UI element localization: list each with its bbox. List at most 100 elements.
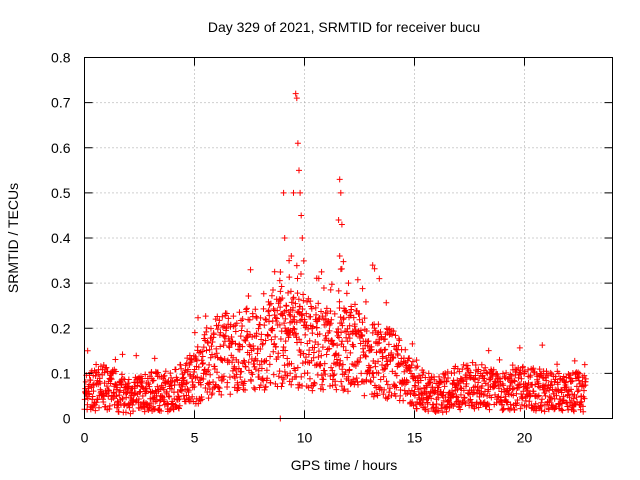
data-point bbox=[149, 377, 156, 384]
data-point bbox=[279, 310, 286, 317]
data-point bbox=[295, 309, 302, 316]
data-point bbox=[327, 320, 334, 327]
data-point bbox=[411, 388, 418, 395]
data-point bbox=[164, 400, 171, 407]
data-point bbox=[288, 360, 295, 367]
data-point bbox=[292, 90, 299, 97]
data-point bbox=[422, 374, 429, 381]
data-point bbox=[89, 393, 96, 400]
data-point bbox=[310, 354, 317, 361]
data-point bbox=[471, 405, 478, 412]
data-point bbox=[245, 359, 252, 366]
y-tick-label: 0.4 bbox=[51, 230, 71, 246]
data-point bbox=[213, 350, 220, 357]
data-point bbox=[534, 393, 541, 400]
data-point bbox=[303, 310, 310, 317]
data-point bbox=[385, 326, 392, 333]
data-point bbox=[400, 397, 407, 404]
data-point bbox=[575, 387, 582, 394]
data-point bbox=[318, 268, 325, 275]
data-point bbox=[272, 314, 279, 321]
data-point bbox=[240, 357, 247, 364]
data-point bbox=[313, 311, 320, 318]
data-point bbox=[112, 381, 119, 388]
data-point bbox=[406, 367, 413, 374]
data-point bbox=[422, 404, 429, 411]
data-point bbox=[286, 274, 293, 281]
data-point bbox=[168, 385, 175, 392]
data-point bbox=[129, 402, 136, 409]
data-point bbox=[297, 271, 304, 278]
data-point bbox=[419, 372, 426, 379]
data-point bbox=[244, 328, 251, 335]
data-point bbox=[247, 266, 254, 273]
data-point bbox=[219, 313, 226, 320]
data-point bbox=[306, 337, 313, 344]
data-point bbox=[425, 408, 432, 415]
data-point bbox=[414, 363, 421, 370]
data-point bbox=[338, 329, 345, 336]
y-tick-label: 0.1 bbox=[51, 365, 71, 381]
data-point bbox=[472, 372, 479, 379]
data-point bbox=[485, 347, 492, 354]
data-point bbox=[112, 356, 119, 363]
data-point bbox=[369, 262, 376, 269]
data-point bbox=[198, 357, 205, 364]
y-tick-label: 0.5 bbox=[51, 185, 71, 201]
data-point bbox=[517, 405, 524, 412]
data-point bbox=[263, 357, 270, 364]
data-point bbox=[545, 372, 552, 379]
data-point bbox=[151, 355, 158, 362]
data-point bbox=[561, 379, 568, 386]
data-point bbox=[191, 366, 198, 373]
data-point bbox=[537, 403, 544, 410]
data-point bbox=[484, 400, 491, 407]
data-point bbox=[281, 320, 288, 327]
data-point bbox=[343, 290, 350, 297]
data-point bbox=[486, 406, 493, 413]
data-point bbox=[153, 397, 160, 404]
data-point bbox=[172, 366, 179, 373]
data-point bbox=[301, 316, 308, 323]
data-point bbox=[119, 351, 126, 358]
data-point bbox=[208, 343, 215, 350]
data-point bbox=[203, 328, 210, 335]
data-point bbox=[382, 336, 389, 343]
data-point bbox=[515, 372, 522, 379]
data-point bbox=[273, 318, 280, 325]
data-point bbox=[532, 400, 539, 407]
data-point bbox=[337, 357, 344, 364]
data-point bbox=[245, 292, 252, 299]
data-point bbox=[503, 369, 510, 376]
data-point bbox=[307, 313, 314, 320]
data-point bbox=[417, 377, 424, 384]
data-point bbox=[580, 408, 587, 415]
data-point bbox=[106, 405, 113, 412]
data-point bbox=[241, 378, 248, 385]
data-point bbox=[423, 384, 430, 391]
data-point bbox=[524, 387, 531, 394]
data-point bbox=[356, 310, 363, 317]
data-point bbox=[554, 361, 561, 368]
data-point bbox=[195, 364, 202, 371]
data-point bbox=[283, 302, 290, 309]
data-point bbox=[221, 356, 228, 363]
data-point bbox=[107, 380, 114, 387]
data-point bbox=[495, 393, 502, 400]
data-point bbox=[304, 298, 311, 305]
x-tick-label: 15 bbox=[407, 430, 423, 446]
data-point bbox=[530, 388, 537, 395]
data-point bbox=[228, 334, 235, 341]
data-point bbox=[344, 338, 351, 345]
data-point bbox=[407, 391, 414, 398]
data-point bbox=[298, 373, 305, 380]
data-point bbox=[267, 353, 274, 360]
data-point bbox=[200, 344, 207, 351]
y-tick-label: 0.2 bbox=[51, 320, 71, 336]
data-point bbox=[328, 364, 335, 371]
data-point bbox=[457, 391, 464, 398]
data-point bbox=[214, 326, 221, 333]
data-point bbox=[177, 361, 184, 368]
data-point bbox=[538, 399, 545, 406]
data-point bbox=[265, 308, 272, 315]
